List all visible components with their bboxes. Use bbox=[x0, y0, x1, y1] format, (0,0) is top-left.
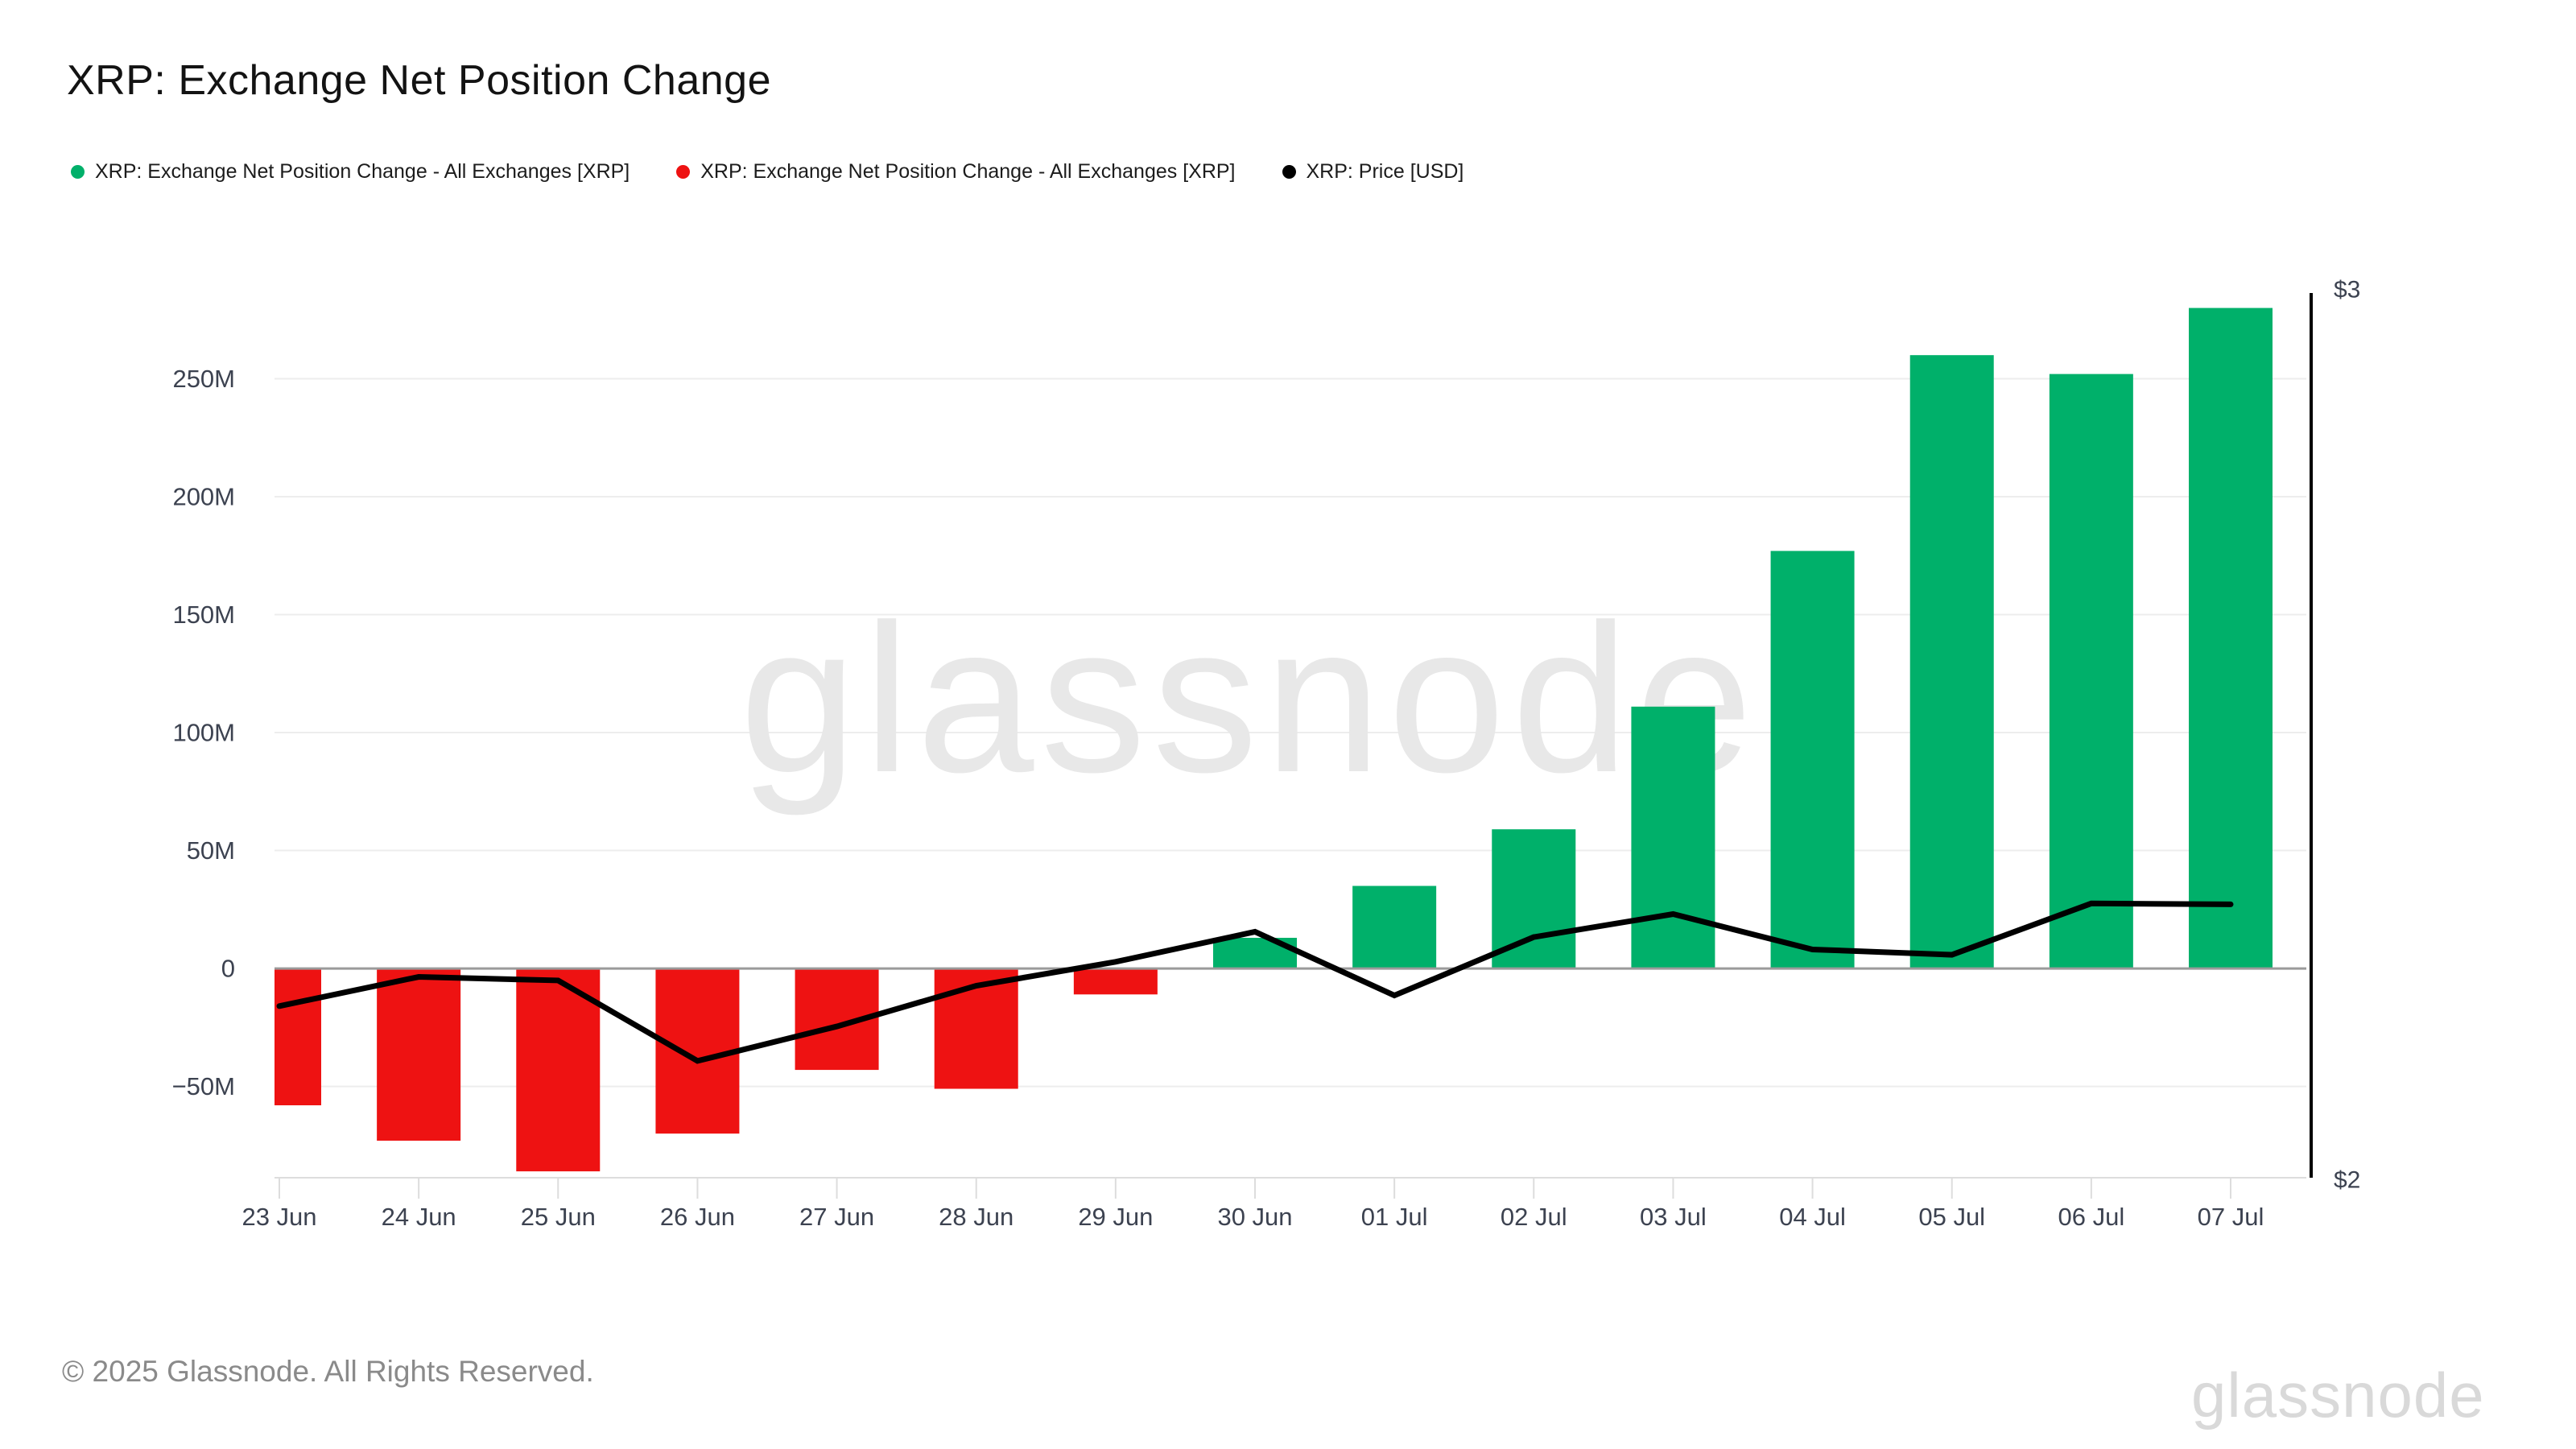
bar-05-jul bbox=[1909, 355, 1994, 969]
legend-item[interactable]: XRP: Exchange Net Position Change - All … bbox=[676, 160, 1236, 184]
bar-07-jul bbox=[2189, 308, 2273, 969]
page-title: XRP: Exchange Net Position Change bbox=[67, 57, 772, 104]
y-axis-tick-label: 150M bbox=[172, 601, 235, 629]
bar-23-jun bbox=[275, 968, 321, 1106]
x-axis-tick-label: 26 Jun bbox=[660, 1203, 735, 1231]
x-axis-tick-label: 01 Jul bbox=[1361, 1203, 1428, 1231]
x-axis-tick-label: 05 Jul bbox=[1918, 1203, 1985, 1231]
price-axis-tick-label: $2 bbox=[2334, 1167, 2360, 1194]
x-axis-tick-label: 04 Jul bbox=[1779, 1203, 1846, 1231]
x-axis-tick-label: 06 Jul bbox=[2058, 1203, 2124, 1231]
legend-marker-dot bbox=[676, 165, 691, 179]
bar-04-jul bbox=[1770, 551, 1855, 969]
watermark-text: glassnode bbox=[740, 580, 1759, 817]
price-line bbox=[276, 900, 2234, 1064]
x-axis-tick-label: 02 Jul bbox=[1501, 1203, 1567, 1231]
legend-item-label: XRP: Price [USD] bbox=[1306, 160, 1464, 183]
y-axis-tick-label: 50M bbox=[187, 836, 235, 865]
x-axis-tick-label: 25 Jun bbox=[521, 1203, 596, 1231]
glassnode-logo: glassnode bbox=[2191, 1360, 2485, 1430]
legend-item-label: XRP: Exchange Net Position Change - All … bbox=[700, 160, 1236, 183]
bar-26-jun bbox=[655, 968, 740, 1134]
legend-marker-dot bbox=[1282, 165, 1296, 179]
x-axis-tick-label: 27 Jun bbox=[799, 1203, 874, 1231]
y-axis-tick-label: 0 bbox=[221, 955, 235, 983]
legend-item[interactable]: XRP: Price [USD] bbox=[1282, 160, 1464, 184]
x-axis-tick-label: 07 Jul bbox=[2198, 1203, 2264, 1231]
y-axis-tick-label: 200M bbox=[172, 482, 235, 510]
price-axis-tick-label: $3 bbox=[2334, 277, 2360, 303]
bar-25-jun bbox=[516, 968, 601, 1172]
legend-marker-dot bbox=[71, 165, 85, 179]
bar-06-jul bbox=[2049, 374, 2133, 969]
copyright-text: © 2025 Glassnode. All Rights Reserved. bbox=[62, 1355, 594, 1388]
bar-24-jun bbox=[377, 968, 461, 1141]
bar-02-jul bbox=[1492, 829, 1576, 969]
chart-legend: XRP: Exchange Net Position Change - All … bbox=[71, 160, 1463, 184]
y-axis-tick-label: −50M bbox=[172, 1072, 235, 1100]
x-axis-tick-label: 29 Jun bbox=[1078, 1203, 1153, 1231]
bar-29-jun bbox=[1073, 968, 1158, 995]
legend-item-label: XRP: Exchange Net Position Change - All … bbox=[95, 160, 630, 183]
x-axis-tick-label: 30 Jun bbox=[1217, 1203, 1292, 1231]
x-axis-tick-label: 03 Jul bbox=[1640, 1203, 1707, 1231]
y-axis-tick-label: 100M bbox=[172, 719, 235, 747]
x-axis-tick-label: 28 Jun bbox=[939, 1203, 1013, 1231]
legend-item[interactable]: XRP: Exchange Net Position Change - All … bbox=[71, 160, 630, 184]
bar-01-jul bbox=[1352, 886, 1437, 969]
bar-03-jul bbox=[1631, 706, 1715, 969]
x-axis-tick-label: 24 Jun bbox=[382, 1203, 456, 1231]
x-axis-tick-label: 23 Jun bbox=[242, 1203, 316, 1231]
y-axis-tick-label: 250M bbox=[172, 365, 235, 393]
